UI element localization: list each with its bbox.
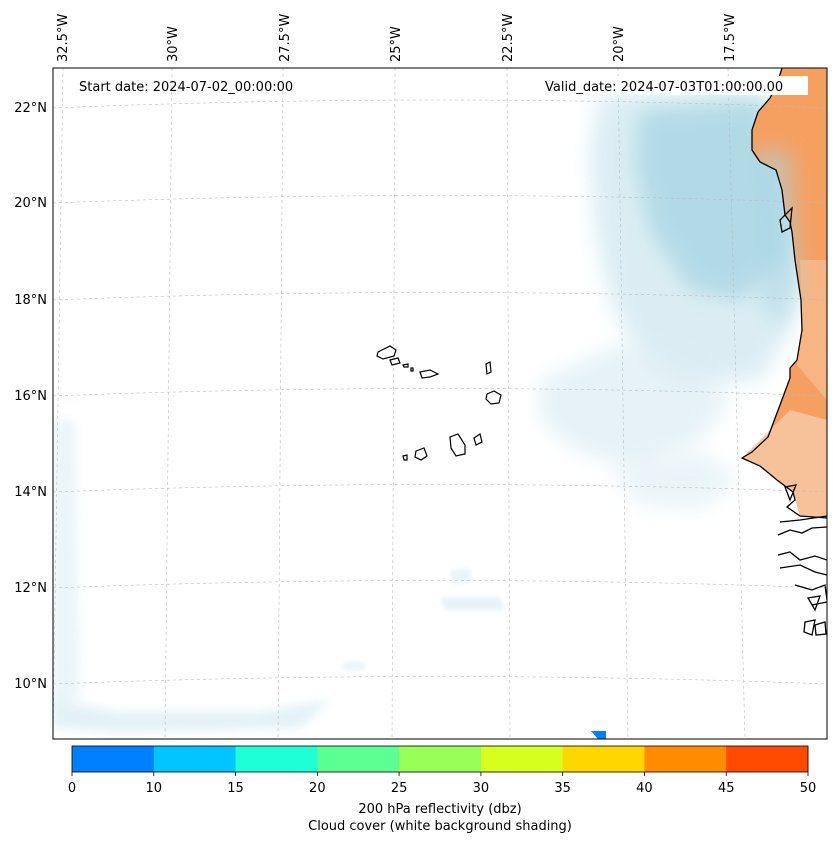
lat-label: 18°N <box>14 293 47 308</box>
lon-label: 22.5°W <box>501 14 516 62</box>
colorbar-segment <box>317 746 400 772</box>
coastline <box>740 68 827 636</box>
colorbar-segment <box>399 746 482 772</box>
map-frame <box>52 67 828 740</box>
colorbar-segment <box>480 746 564 772</box>
lon-label: 32.5°W <box>56 14 71 62</box>
colorbar-segment <box>562 746 645 772</box>
colorbar-tick-label: 0 <box>68 781 76 796</box>
graticule <box>53 68 827 739</box>
colorbar-segment <box>644 746 727 772</box>
lat-label: 16°N <box>14 389 47 404</box>
colorbar-label-line2: Cloud cover (white background shading) <box>308 819 572 834</box>
longitude-labels: 32.5°W 30°W 27.5°W 25°W 22.5°W 20°W 17.5… <box>56 14 738 62</box>
colorbar-tick-label: 15 <box>227 781 244 796</box>
colorbar-tick-label: 25 <box>391 781 408 796</box>
lat-label: 12°N <box>14 581 47 596</box>
land-mass <box>742 68 827 518</box>
lon-label: 17.5°W <box>723 14 738 62</box>
lat-label: 14°N <box>14 485 47 500</box>
lon-label: 30°W <box>166 26 181 62</box>
lon-label: 27.5°W <box>278 14 293 62</box>
colorbar-segment <box>235 746 318 772</box>
cloud-cover-shading <box>53 90 805 732</box>
colorbar-tick-label: 30 <box>473 781 490 796</box>
colorbar-tick-label: 45 <box>718 781 735 796</box>
latitude-labels: 22°N 20°N 18°N 16°N 14°N 12°N 10°N <box>14 101 47 692</box>
colorbar-tick-label: 50 <box>800 781 817 796</box>
start-date-label: Start date: 2024-07-02_00:00:00 <box>79 80 293 95</box>
colorbar-tick-label: 35 <box>554 781 571 796</box>
lat-label: 10°N <box>14 677 47 692</box>
colorbar-tick-label: 40 <box>636 781 653 796</box>
colorbar-segment <box>153 746 237 772</box>
lat-label: 22°N <box>14 101 47 116</box>
colorbar-segment <box>72 746 155 772</box>
lon-label: 25°W <box>389 26 404 62</box>
colorbar-frame <box>71 745 809 773</box>
lat-label: 20°N <box>14 196 47 211</box>
colorbar-label-line1: 200 hPa reflectivity (dbz) <box>358 802 521 817</box>
valid-date-label: Valid_date: 2024-07-03T01:00:00.00 <box>545 80 783 95</box>
colorbar-segment <box>726 746 809 772</box>
reflectivity-patch <box>591 731 606 739</box>
lon-label: 20°W <box>612 26 627 62</box>
colorbar-tick-label: 20 <box>309 781 326 796</box>
colorbar: 0 10 15 20 25 30 35 40 45 50 <box>68 745 817 796</box>
colorbar-tick-label: 10 <box>146 781 163 796</box>
cape-verde-islands <box>376 345 502 461</box>
valid-date-box <box>540 76 808 95</box>
